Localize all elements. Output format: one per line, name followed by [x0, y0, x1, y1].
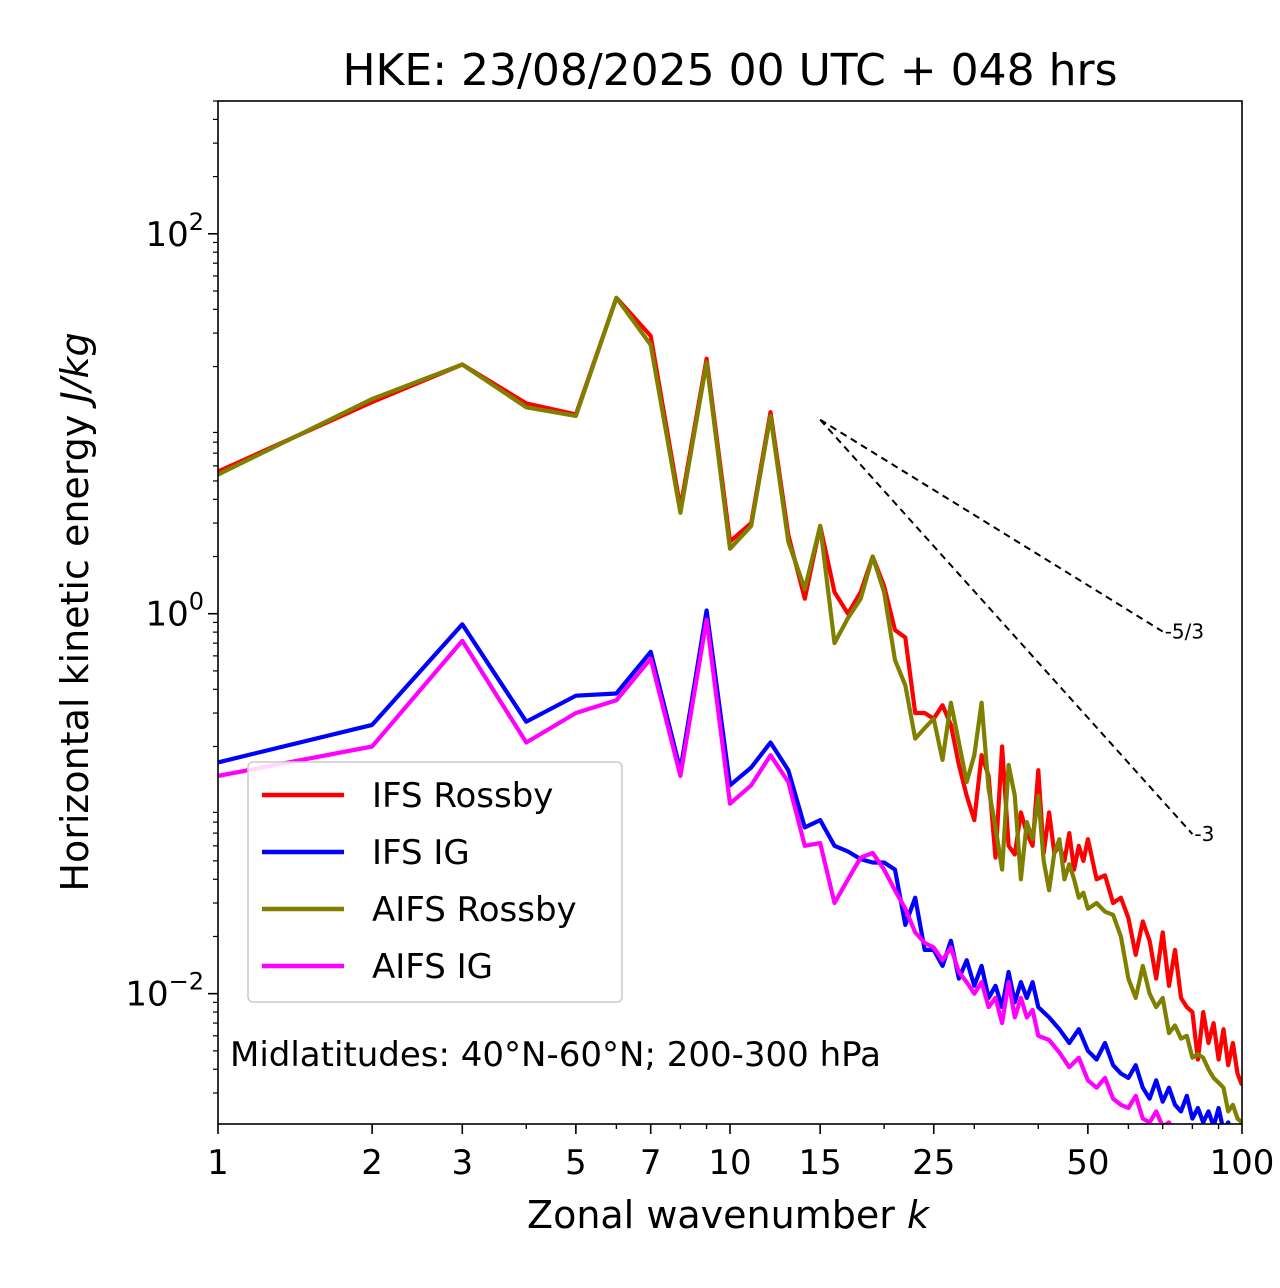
reference-slope-line [819, 418, 1164, 633]
x-tick-label: 10 [708, 1143, 751, 1183]
x-tick-label: 1 [207, 1143, 229, 1183]
legend-label: IFS Rossby [372, 776, 553, 816]
series-line-aifs-ig [218, 617, 1173, 1124]
region-annotation: Midlatitudes: 40°N-60°N; 200-300 hPa [230, 1035, 881, 1075]
series-layer [218, 295, 1242, 1124]
x-axis-label: Zonal wavenumber k [527, 1193, 931, 1237]
legend-label: IFS IG [372, 833, 470, 873]
y-tick-label: 10−2 [125, 968, 204, 1015]
reference-slope-line [819, 419, 1194, 835]
reference-slope-1: -5/3 [819, 418, 1204, 644]
legend: IFS Rossby IFS IG AIFS Rossby AIFS IG [247, 761, 623, 1003]
chart-title: HKE: 23/08/2025 00 UTC + 048 hrs [342, 45, 1117, 96]
x-tick-label: 2 [361, 1143, 383, 1183]
y-tick-label: 102 [145, 208, 204, 255]
y-tick-label: 100 [145, 588, 204, 635]
x-tick-label: 5 [565, 1143, 587, 1183]
legend-label: AIFS Rossby [372, 890, 577, 930]
x-tick-label: 50 [1066, 1143, 1109, 1183]
legend-entry: IFS IG [262, 833, 470, 873]
y-axis-ticks: 102 100 10−2 [125, 100, 218, 1094]
legend-entry: IFS Rossby [262, 776, 553, 816]
legend-label: AIFS IG [372, 947, 493, 987]
reference-slope-2: -3 [819, 419, 1214, 846]
x-tick-label: 7 [640, 1143, 662, 1183]
reference-slope-label: -5/3 [1165, 620, 1204, 644]
legend-entry: AIFS IG [262, 947, 493, 987]
x-tick-label: 15 [799, 1143, 842, 1183]
legend-entry: AIFS Rossby [262, 890, 577, 930]
reference-slopes: -5/3 -3 [819, 418, 1214, 846]
legend-box [247, 761, 623, 1003]
series-line-aifs-rossby [218, 295, 1242, 1124]
x-tick-label: 25 [912, 1143, 955, 1183]
reference-slope-label: -3 [1194, 822, 1214, 846]
x-tick-label: 100 [1210, 1143, 1275, 1183]
y-axis-label: Horizontal kinetic energy J/kg [53, 332, 97, 891]
x-tick-label: 3 [451, 1143, 473, 1183]
series-line-ifs-ig [218, 608, 1232, 1124]
x-axis-ticks: 1 2 3 5 7 10 15 25 50 100 [207, 1124, 1274, 1183]
